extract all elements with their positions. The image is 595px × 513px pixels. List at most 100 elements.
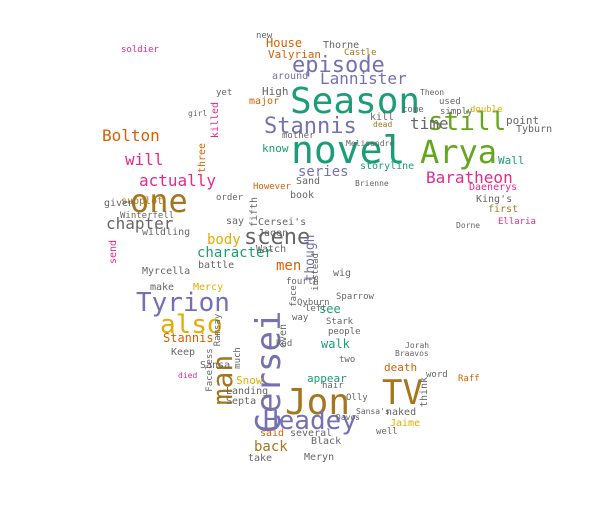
word-series: series (298, 164, 349, 180)
word-appear: appear (307, 372, 347, 385)
word-olly: Olly (346, 393, 368, 403)
word-keep: Keep (171, 347, 195, 358)
word-fifth: fifth (249, 197, 260, 227)
word-also: also (160, 310, 223, 340)
word-qyburn: Qyburn (297, 298, 330, 308)
word-wildling: wildling (142, 227, 190, 238)
word-sand: Sand (296, 176, 320, 187)
word-come: come (402, 105, 424, 115)
word-said: said (260, 428, 284, 439)
word-soldier: soldier (121, 45, 160, 55)
word-new: new (256, 31, 273, 41)
word-know: know (262, 142, 289, 155)
word-watch: Watch (256, 244, 286, 255)
word-thorne: Thorne (323, 40, 359, 51)
word-two: two (339, 355, 355, 365)
word-cersei-s: Cersei's (258, 217, 306, 228)
word-back: back (254, 439, 288, 455)
word-make: make (150, 282, 174, 293)
word-killed: killed (210, 102, 221, 138)
word-actually: actually (139, 171, 216, 190)
word-simply: simply (440, 107, 473, 117)
word-baratheon: Baratheon (426, 168, 513, 187)
word-melisandre: Melisandre (346, 139, 394, 148)
word-fourth: fourth (286, 277, 319, 287)
word-subplot: subplot (121, 196, 163, 207)
word-snow: Snow (236, 374, 263, 387)
word-episode: episode (292, 53, 385, 78)
word-sansa: Sansa (200, 360, 230, 371)
word-ellaria: Ellaria (498, 217, 536, 227)
word-point: point (506, 114, 539, 127)
word-battle: battle (198, 260, 234, 271)
word-kill: kill (370, 112, 394, 123)
word-tyburn: Tyburn (516, 124, 552, 135)
word-mercy: Mercy (193, 282, 223, 293)
word-lannister: Lannister (320, 69, 407, 88)
word-landing: Landing (226, 386, 268, 397)
word-tyrion: Tyrion (136, 288, 230, 318)
word-will: will (125, 150, 164, 169)
word-black: Black (311, 436, 341, 447)
word-walk: walk (321, 337, 351, 351)
word-much: much (233, 347, 243, 369)
word-novel: novel (291, 128, 405, 172)
word-naked: naked (386, 407, 416, 418)
word-several: several (290, 428, 332, 439)
word-jaime: Jaime (390, 418, 420, 429)
word-davos: Davos (336, 413, 360, 422)
word-time: time (410, 114, 449, 133)
word-died: died (178, 371, 197, 380)
word-faceless: Faceless (205, 348, 215, 391)
word-myrcella: Myrcella (142, 266, 190, 277)
word-way: way (292, 313, 309, 323)
word-hair: hair (322, 381, 344, 391)
word-septa: Septa (226, 396, 256, 407)
word-see: see (319, 302, 341, 316)
word-storyline: storyline (360, 161, 414, 172)
word-face: face (289, 285, 299, 307)
word-daenerys: Daenerys (469, 182, 517, 193)
word-send: send (108, 240, 119, 264)
word-stannis-: Stannis' (163, 331, 221, 345)
word-red: Red (276, 339, 292, 349)
word-valyrian: Valyrian (268, 48, 321, 61)
word-theon: Theon (420, 88, 444, 97)
word-headey: Headey (263, 406, 357, 436)
word-first: first (488, 204, 518, 215)
word-character: character (197, 245, 273, 261)
word-dead: dead (373, 120, 392, 129)
word-given: given (104, 198, 134, 209)
word-book: book (290, 190, 314, 201)
word-mother: mother (282, 131, 315, 141)
word-ramsay: Ramsay (213, 313, 223, 346)
word-major: major (249, 96, 279, 107)
word-however: However (253, 182, 292, 192)
word-even: even (278, 324, 289, 348)
word-braavos: Braavos (395, 349, 429, 358)
word-jorah: Jorah (405, 341, 429, 350)
word-though: though (303, 235, 318, 282)
word-people: people (328, 327, 361, 337)
word-tv: TV (382, 373, 423, 413)
word-dorne: Dorne (456, 221, 480, 230)
word-say: say (226, 216, 244, 227)
word-one: one (130, 182, 188, 220)
word-wall: Wall (498, 154, 525, 167)
word-house: House (266, 36, 302, 50)
word-double: double (470, 105, 503, 115)
word-cersei: Cersei (249, 311, 289, 434)
word-still: still (428, 107, 506, 137)
word-bolton: Bolton (102, 126, 160, 145)
word-season: Season (290, 81, 420, 122)
word-high: High (262, 85, 289, 98)
word-wig: wig (333, 268, 351, 279)
word-yet: yet (216, 88, 232, 98)
word-king-s: King's (476, 194, 512, 205)
word-stannis: Stannis (264, 114, 357, 139)
word-three: three (197, 143, 208, 173)
word-used: used (439, 97, 461, 107)
word-man: man (206, 355, 239, 406)
word-death: death (384, 361, 417, 374)
